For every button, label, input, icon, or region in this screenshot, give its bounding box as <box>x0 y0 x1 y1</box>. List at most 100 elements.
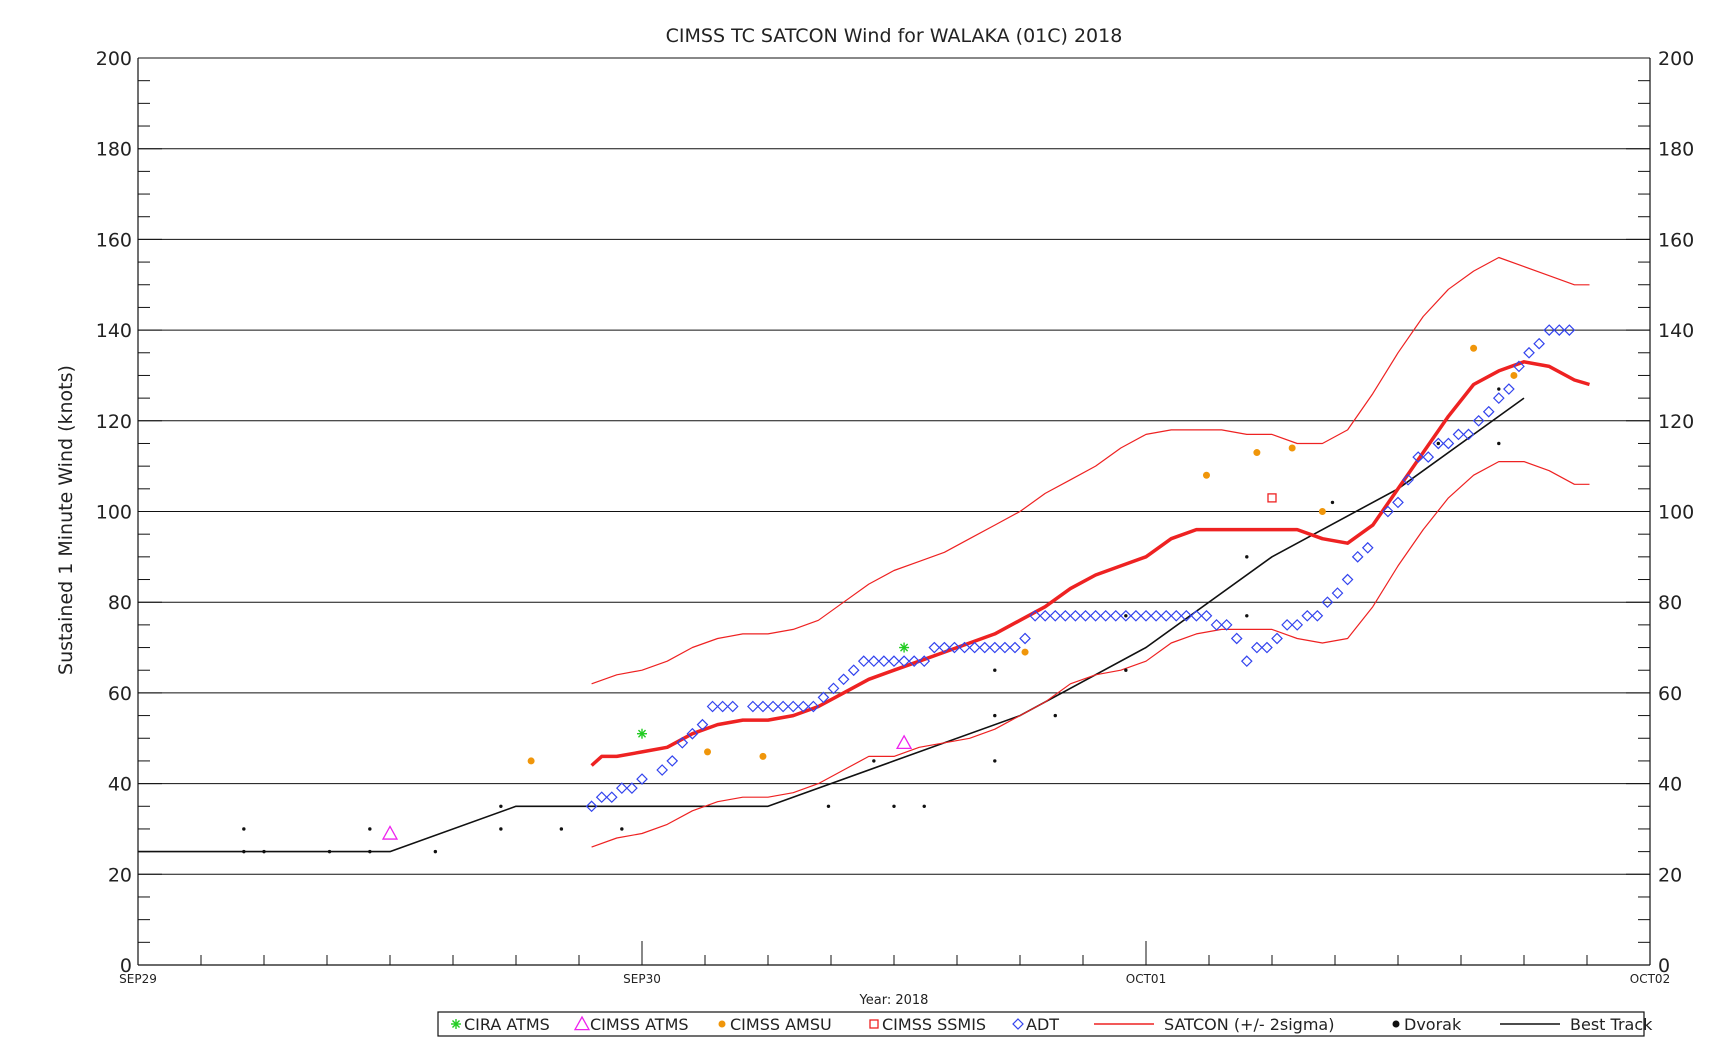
y-tick-label-left: 80 <box>108 592 132 614</box>
y-tick-label-left: 160 <box>96 229 132 251</box>
adt-point <box>898 655 910 668</box>
legend-adt-swatch <box>1012 1018 1024 1030</box>
y-tick-label-left: 60 <box>108 683 132 705</box>
dvorak-point <box>1124 668 1128 672</box>
satcon-lower-2sigma-line <box>591 461 1590 848</box>
cira-atms-point <box>899 642 910 653</box>
dvorak-point <box>327 849 332 854</box>
y-tick-label-left: 200 <box>96 48 132 70</box>
y-tick-label-right: 40 <box>1658 774 1682 796</box>
adt-point <box>1130 609 1142 622</box>
adt-point <box>686 727 699 740</box>
y-tick-label-left: 180 <box>96 139 132 161</box>
adt-point <box>807 700 820 713</box>
y-axis-title: Sustained 1 Minute Wind (knots) <box>55 365 77 675</box>
legend-cimss-ssmis-label: CIMSS SSMIS <box>882 1015 986 1034</box>
dvorak-point <box>922 804 926 808</box>
adt-point <box>595 791 608 804</box>
adt-point <box>666 755 679 767</box>
adt-point <box>1079 609 1092 622</box>
series-layer <box>138 256 1590 854</box>
adt-point <box>1240 655 1253 668</box>
y-tick-label-right: 80 <box>1658 592 1682 614</box>
dvorak-point <box>242 827 246 831</box>
adt-point <box>1311 609 1324 622</box>
cira-atms-point-stroke <box>900 643 909 652</box>
adt-point <box>1432 437 1445 450</box>
adt-point <box>1220 619 1233 631</box>
cimss-amsu-point <box>1202 471 1210 479</box>
cimss-atms-point <box>895 734 913 750</box>
adt-point <box>1039 609 1052 622</box>
cimss-amsu-point <box>1021 648 1029 656</box>
adt-point <box>656 764 669 776</box>
adt-point <box>757 700 769 713</box>
dvorak-point <box>433 849 438 854</box>
adt-point <box>1281 619 1293 631</box>
x-tick-label: SEP30 <box>623 972 661 986</box>
adt-point <box>1341 573 1354 586</box>
adt-point <box>1200 609 1213 622</box>
adt-point <box>1402 473 1414 486</box>
adt-point <box>1029 609 1041 622</box>
adt-point <box>1261 641 1273 654</box>
adt-point <box>1210 619 1223 631</box>
dvorak-point <box>1497 441 1501 446</box>
y-tick-label-right: 120 <box>1658 411 1694 433</box>
adt-point <box>999 641 1011 654</box>
adt-point <box>1351 551 1364 563</box>
y-tick-label-left: 100 <box>96 502 132 524</box>
adt-point <box>928 641 941 654</box>
x-tick-label: OCT01 <box>1126 972 1166 986</box>
adt-point <box>988 641 1001 654</box>
legend-cimss-atms-label: CIMSS ATMS <box>590 1015 689 1034</box>
adt-point <box>1230 632 1243 645</box>
adt-point <box>726 700 739 713</box>
cira-atms-point-stroke <box>637 729 647 738</box>
adt-point <box>1069 609 1082 622</box>
adt-point <box>696 718 709 731</box>
adt-point <box>605 791 618 804</box>
y-tick-label-left: 120 <box>96 411 132 433</box>
adt-point <box>1059 609 1072 622</box>
adt-point <box>1382 505 1394 518</box>
adt-point <box>1170 609 1183 622</box>
adt-point <box>1190 609 1203 622</box>
cira-atms-point <box>637 728 647 739</box>
dvorak-point <box>1124 614 1128 618</box>
legend-best-track-label: Best Track <box>1570 1015 1653 1034</box>
adt-point <box>908 655 921 668</box>
legend: CIRA ATMS CIMSS ATMS CIMSS AMSU CIMSS SSMIS… <box>437 1011 1653 1037</box>
adt-point <box>716 700 729 713</box>
dvorak-point <box>872 759 876 763</box>
adt-point <box>1361 541 1374 554</box>
adt-point <box>1160 609 1173 622</box>
adt-point <box>1331 587 1344 599</box>
dvorak-point <box>826 804 831 808</box>
x-tick-label: OCT02 <box>1630 972 1670 986</box>
dvorak-point <box>242 849 246 854</box>
adt-point <box>888 655 900 668</box>
adt-point <box>1523 346 1535 359</box>
dvorak-point <box>1497 387 1501 391</box>
y-tick-label-right: 0 <box>1658 955 1670 977</box>
legend-cimss-amsu-swatch <box>718 1020 726 1028</box>
legend-satcon-2sigma-label: SATCON (+/- 2sigma) <box>1164 1015 1334 1034</box>
adt-point <box>1482 405 1495 418</box>
adt-point <box>918 655 931 668</box>
chart-title: CIMSS TC SATCON Wind for WALAKA (01C) 20… <box>666 25 1123 47</box>
adt-point <box>1412 451 1425 463</box>
adt-point <box>1180 609 1193 622</box>
dvorak-point <box>499 827 503 831</box>
legend-dvorak-swatch <box>1392 1020 1400 1028</box>
cimss-amsu-point <box>1510 371 1518 379</box>
adt-point <box>1492 392 1505 404</box>
adt-point <box>1301 609 1314 622</box>
y-tick-label-left: 0 <box>120 955 132 977</box>
adt-point <box>1503 383 1515 395</box>
adt-point <box>1089 609 1102 622</box>
adt-point <box>1563 324 1576 336</box>
